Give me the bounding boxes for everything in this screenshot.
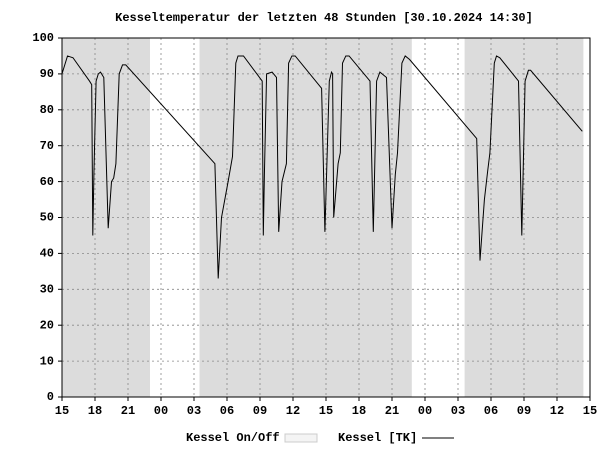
x-tick-label: 12: [286, 404, 300, 418]
y-tick-label: 90: [40, 67, 54, 81]
y-tick-label: 80: [40, 103, 54, 117]
x-tick-label: 06: [484, 404, 498, 418]
x-tick-label: 03: [187, 404, 201, 418]
x-tick-label: 03: [451, 404, 465, 418]
x-tick-label: 21: [385, 404, 399, 418]
x-tick-label: 18: [352, 404, 366, 418]
x-tick-label: 18: [88, 404, 102, 418]
plot-frame: [61, 37, 591, 398]
y-tick-label: 50: [40, 211, 54, 225]
x-tick-label: 00: [418, 404, 432, 418]
x-tick-label: 09: [253, 404, 267, 418]
temperature-line: [61, 55, 583, 279]
x-tick-label: 06: [220, 404, 234, 418]
y-tick-label: 30: [40, 282, 54, 296]
legend-label: Kessel [TK]: [338, 431, 417, 445]
on-period: [62, 38, 150, 397]
legend-swatch: [284, 433, 318, 443]
y-tick-label: 10: [40, 354, 54, 368]
x-tick-label: 00: [154, 404, 168, 418]
x-tick-label: 12: [550, 404, 564, 418]
y-tick-label: 40: [40, 247, 54, 261]
x-tick-label: 15: [55, 404, 69, 418]
y-tick-label: 60: [40, 175, 54, 189]
y-tick-label: 70: [40, 139, 54, 153]
x-tick-label: 09: [517, 404, 531, 418]
chart-title: Kesseltemperatur der letzten 48 Stunden …: [115, 11, 533, 25]
legend-label: Kessel On/Off: [186, 431, 280, 445]
y-tick-label: 0: [47, 390, 54, 404]
y-tick-label: 100: [32, 31, 54, 45]
y-tick-label: 20: [40, 318, 54, 332]
on-period: [199, 38, 412, 397]
x-tick-label: 15: [319, 404, 333, 418]
x-tick-label: 21: [121, 404, 135, 418]
x-tick-label: 15: [583, 404, 597, 418]
